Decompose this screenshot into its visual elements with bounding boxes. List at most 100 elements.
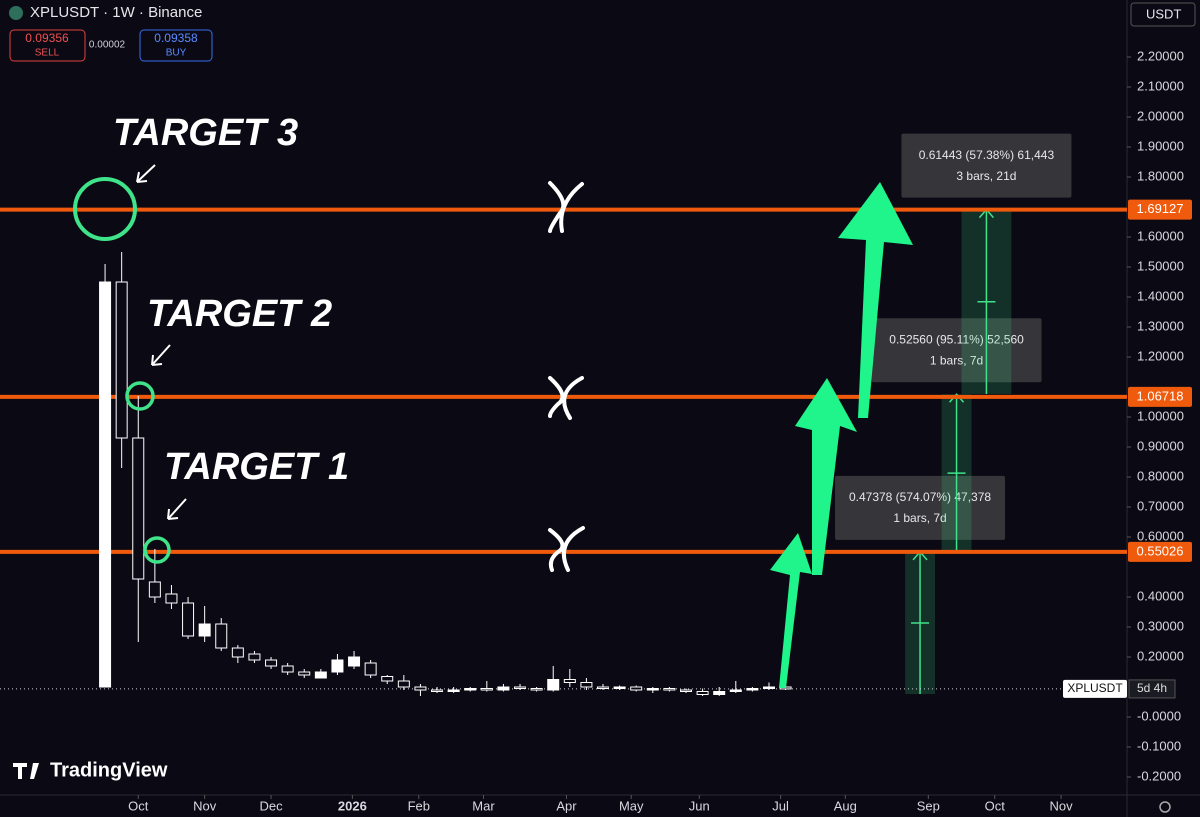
y-tick-label: 1.90000 — [1137, 138, 1184, 153]
candle-body — [480, 688, 493, 691]
measure-bars: 3 bars, 21d — [956, 169, 1016, 183]
x-tick-label: Nov — [193, 798, 217, 813]
candle-body — [298, 671, 311, 676]
measure-box — [835, 475, 1006, 540]
candle-body — [248, 653, 261, 661]
y-tick-label: 0.30000 — [1137, 618, 1184, 633]
buy-label: BUY — [166, 48, 187, 59]
candle-body — [597, 686, 610, 689]
currency-select[interactable] — [1130, 2, 1196, 27]
target-circle — [143, 536, 171, 564]
x-tick-label: Jun — [689, 798, 710, 813]
target-label: TARGET 3 — [113, 112, 298, 154]
measure-bars: 1 bars, 7d — [930, 353, 983, 367]
y-tick-label: 2.20000 — [1137, 48, 1184, 63]
x-tick-label: Oct — [985, 798, 1006, 813]
settings-icon[interactable] — [1159, 801, 1171, 813]
candle-body — [497, 686, 510, 691]
x-tick-label: 2026 — [338, 798, 367, 813]
candle-body — [663, 688, 676, 691]
candle-body — [729, 689, 742, 692]
candle-body — [314, 671, 327, 679]
y-tick-label: -0.0000 — [1137, 708, 1181, 723]
measure-box — [871, 318, 1042, 383]
y-tick-label: 1.80000 — [1137, 168, 1184, 183]
target-label: TARGET 2 — [147, 293, 332, 335]
y-tick-label: 2.00000 — [1137, 108, 1184, 123]
x-tick-label: May — [619, 798, 644, 813]
symbol-icon — [9, 6, 23, 20]
level-tag — [1128, 386, 1192, 407]
y-tick-label: -0.1000 — [1137, 738, 1181, 753]
sell-button[interactable] — [9, 29, 86, 62]
candle-body — [182, 602, 195, 637]
candle-body — [331, 659, 344, 673]
candle-body — [746, 688, 759, 691]
candle-body — [630, 686, 643, 691]
candle-body — [580, 682, 593, 688]
y-tick-label: 1.50000 — [1137, 258, 1184, 273]
x-tick-label: Aug — [834, 798, 857, 813]
candle-body — [165, 593, 178, 604]
level-label: 1.06718 — [1137, 388, 1184, 403]
sell-price: 0.09356 — [25, 31, 69, 45]
countdown: 5d 4h — [1137, 681, 1167, 695]
measure-arrowhead — [948, 393, 965, 403]
candle-body — [431, 689, 444, 692]
y-tick-label: 1.00000 — [1137, 408, 1184, 423]
x-tick-label: Jul — [772, 798, 789, 813]
buy-price: 0.09358 — [154, 31, 198, 45]
candle-body — [148, 581, 161, 598]
hand-arrow — [136, 164, 187, 520]
y-tick-label: 0.90000 — [1137, 438, 1184, 453]
y-tick-label: 2.10000 — [1137, 78, 1184, 93]
y-tick-label: 0.20000 — [1137, 648, 1184, 663]
countdown-bg — [1128, 679, 1176, 699]
candle-body — [414, 686, 427, 691]
y-tick-label: -0.2000 — [1137, 768, 1181, 783]
logo: TradingView — [50, 759, 168, 781]
symbol-tag: XPLUSDT — [1067, 681, 1123, 695]
candle-body — [563, 679, 576, 683]
candle-body — [397, 680, 410, 688]
candle-body — [115, 281, 128, 439]
candle-body — [696, 691, 709, 695]
measure-text: 0.61443 (57.38%) 61,443 — [919, 148, 1055, 162]
x-tick-label: Dec — [259, 798, 283, 813]
buy-button[interactable] — [139, 29, 213, 62]
candle-body — [447, 689, 460, 692]
x-tick-label: Feb — [408, 798, 430, 813]
x-tick-label: Sep — [917, 798, 940, 813]
x-tick-label: Apr — [556, 798, 577, 813]
candle-body — [464, 688, 477, 691]
candle-body — [514, 686, 527, 689]
candle-body — [99, 281, 112, 688]
level-tag — [1128, 541, 1192, 562]
candle-body — [547, 679, 560, 691]
sell-label: SELL — [35, 48, 60, 59]
candle-body — [198, 623, 211, 637]
y-tick-label: 0.40000 — [1137, 588, 1184, 603]
y-tick-label: 1.40000 — [1137, 288, 1184, 303]
candle-body — [713, 691, 726, 695]
candle-body — [613, 686, 626, 689]
candle-body — [215, 623, 228, 649]
level-tag — [1128, 199, 1192, 220]
y-tick-label: 0.80000 — [1137, 468, 1184, 483]
target-label: TARGET 1 — [164, 446, 349, 488]
currency: USDT — [1146, 6, 1181, 21]
x-tick-label: Nov — [1050, 798, 1074, 813]
candle-body — [231, 647, 244, 658]
level-label: 1.69127 — [1137, 201, 1184, 216]
candle-body — [281, 665, 294, 673]
symbol-title: XPLUSDT · 1W · Binance — [30, 4, 202, 21]
x-tick-label: Oct — [128, 798, 149, 813]
cross-mark — [548, 181, 585, 572]
level-label: 0.55026 — [1137, 543, 1184, 558]
candle-body — [646, 688, 659, 691]
symbol-tag-bg — [1063, 679, 1127, 698]
measure-text: 0.52560 (95.11%) 52,560 — [889, 332, 1024, 346]
target-circle — [125, 381, 155, 411]
y-tick-label: 0.70000 — [1137, 498, 1184, 513]
